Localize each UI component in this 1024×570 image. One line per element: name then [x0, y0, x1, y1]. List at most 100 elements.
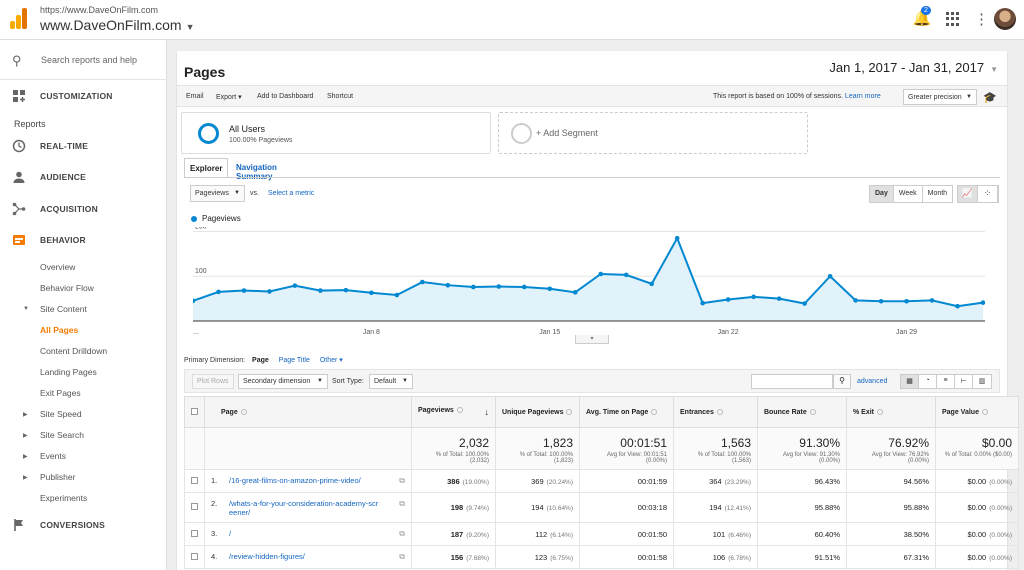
plot-rows-button[interactable]: Plot Rows — [192, 374, 234, 389]
data-table-icon[interactable]: ▦ — [901, 375, 919, 388]
line-chart-icon[interactable]: 📈 — [958, 186, 978, 202]
col-header-pageviews[interactable]: Pageviews ↓ — [411, 396, 496, 428]
more-menu-icon[interactable]: ⋮ — [974, 11, 989, 28]
precision-select[interactable]: Greater precision ▼ — [903, 89, 977, 105]
select-all-checkbox-cell[interactable] — [184, 396, 205, 428]
learn-more-link[interactable]: Learn more — [844, 93, 881, 100]
chart-resize-handle[interactable]: ▾ — [575, 335, 609, 344]
checkbox[interactable] — [191, 407, 198, 415]
page-link[interactable]: /16-great-films-on-amazon-prime-video/ — [229, 476, 361, 485]
help-icon[interactable] — [716, 408, 723, 415]
add-segment-button[interactable]: + Add Segment — [498, 112, 808, 154]
col-header-bounce-rate[interactable]: Bounce Rate — [757, 396, 847, 428]
notifications-bell-icon[interactable]: 🔔 2 — [912, 6, 932, 27]
add-to-dashboard-button[interactable]: Add to Dashboard — [257, 93, 314, 100]
search-input[interactable]: Search reports and help — [41, 55, 138, 65]
sidebar-item-acquisition[interactable]: ACQUISITION — [0, 197, 167, 221]
total-pageviews: 2,032 % of Total: 100.00% (2,032) — [411, 427, 496, 470]
sidebar-subitem-landing-pages[interactable]: Landing Pages — [40, 367, 97, 377]
comparison-icon[interactable]: ⊢ — [955, 375, 973, 388]
sidebar-item-customization[interactable]: CUSTOMIZATION — [0, 84, 167, 108]
sidebar-subitem-site-content[interactable]: Site Content — [40, 304, 87, 314]
help-icon[interactable] — [651, 408, 658, 415]
sidebar-item-conversions[interactable]: CONVERSIONS — [0, 513, 167, 537]
graduation-cap-icon[interactable]: 🎓 — [983, 92, 997, 104]
dimension-other[interactable]: Other ▾ — [319, 357, 343, 364]
help-icon[interactable] — [240, 408, 247, 415]
help-icon[interactable] — [456, 407, 463, 414]
sidebar-subitem-exit-pages[interactable]: Exit Pages — [40, 388, 81, 398]
sidebar-item-behavior[interactable]: BEHAVIOR — [0, 228, 167, 252]
x-tick-label: Jan 8 — [363, 329, 380, 336]
col-header-exit[interactable]: % Exit — [846, 396, 936, 428]
apps-grid-icon[interactable] — [946, 12, 960, 26]
cell-percent: (9.74%) — [466, 505, 489, 512]
sidebar-subitem-experiments[interactable]: Experiments — [40, 493, 88, 503]
data-point — [318, 288, 323, 293]
checkbox[interactable] — [191, 476, 198, 484]
sidebar-subitem-overview[interactable]: Overview — [40, 262, 76, 272]
tab-explorer[interactable]: Explorer — [184, 158, 229, 178]
date-range-picker[interactable]: Jan 1, 2017 - Jan 31, 2017 ▼ — [829, 60, 998, 75]
search-icon[interactable]: ⚲ — [833, 374, 851, 389]
dimension-page-title[interactable]: Page Title — [278, 357, 310, 364]
open-page-icon[interactable]: ⧉ — [399, 529, 405, 538]
page-link[interactable]: /review-hidden-figures/ — [229, 552, 305, 561]
col-header-entrances[interactable]: Entrances — [673, 396, 758, 428]
open-page-icon[interactable]: ⧉ — [399, 552, 405, 561]
chevron-down-icon: ▼ — [185, 22, 195, 32]
avatar[interactable] — [994, 8, 1016, 30]
week-button[interactable]: Week — [894, 186, 923, 202]
pageviews-chart[interactable]: 100 200... Jan 8 Jan 15 Jan 22 Jan 29 — [193, 227, 985, 345]
segment-all-users[interactable]: All Users 100.00% Pageviews — [181, 112, 491, 154]
sidebar-item-realtime[interactable]: REAL-TIME — [0, 134, 167, 158]
col-header-label: Unique Pageviews — [502, 408, 564, 416]
help-icon[interactable] — [809, 408, 816, 415]
open-page-icon[interactable]: ⧉ — [399, 476, 405, 485]
bar-chart-icon[interactable]: ≡ — [937, 375, 955, 388]
account-selector[interactable]: www.DaveOnFilm.com ▼ — [40, 17, 195, 33]
chevron-down-icon: ▼ — [990, 65, 998, 74]
shortcut-button[interactable]: Shortcut — [327, 93, 354, 100]
checkbox[interactable] — [191, 503, 198, 510]
open-page-icon[interactable]: ⧉ — [399, 498, 405, 508]
unique-pageviews-cell: 369 (20.24%) — [495, 469, 580, 493]
sidebar-subitem-site-search[interactable]: Site Search — [40, 430, 84, 440]
page-link[interactable]: /whats-a-for-your-consideration-academy-… — [229, 498, 379, 517]
month-button[interactable]: Month — [927, 190, 948, 197]
sidebar-subitem-all-pages[interactable]: All Pages — [40, 325, 79, 335]
motion-chart-icon[interactable]: ⁘ — [978, 186, 998, 202]
sidebar-search[interactable]: ⚲ Search reports and help — [0, 40, 167, 80]
help-icon[interactable] — [877, 408, 884, 415]
checkbox[interactable] — [191, 529, 198, 537]
advanced-filter-link[interactable]: advanced — [857, 378, 888, 385]
table-search-input[interactable] — [751, 374, 833, 389]
export-button[interactable]: Export ▾ — [216, 94, 242, 101]
metric-select[interactable]: Pageviews ▼ — [190, 185, 245, 202]
sidebar-subitem-content-drilldown[interactable]: Content Drilldown — [40, 346, 108, 356]
select-metric-link[interactable]: Select a metric — [268, 190, 315, 197]
checkbox[interactable] — [191, 552, 198, 560]
pie-chart-icon[interactable]: ◔ — [919, 375, 937, 388]
sidebar-item-audience[interactable]: AUDIENCE — [0, 165, 167, 189]
sort-type-select[interactable]: Default ▼ — [369, 374, 413, 389]
col-header-unique-pageviews[interactable]: Unique Pageviews — [495, 396, 580, 428]
help-icon[interactable] — [981, 408, 988, 415]
tab-navigation-summary[interactable]: Navigation Summary — [236, 163, 277, 181]
help-icon[interactable] — [566, 408, 573, 415]
day-button[interactable]: Day — [870, 186, 894, 202]
pivot-icon[interactable]: ▥ — [978, 378, 986, 385]
sidebar-subitem-behavior-flow[interactable]: Behavior Flow — [40, 283, 94, 293]
sidebar-subitem-site-speed[interactable]: Site Speed — [40, 409, 82, 419]
col-header-avg-time[interactable]: Avg. Time on Page — [579, 396, 674, 428]
analytics-logo-icon[interactable] — [10, 7, 28, 31]
sidebar-subitem-events[interactable]: Events — [40, 451, 66, 461]
exit-cell: 67.31% — [846, 545, 936, 569]
page-link[interactable]: / — [229, 529, 232, 538]
secondary-dimension-select[interactable]: Secondary dimension ▼ — [238, 374, 328, 389]
col-header-page-value[interactable]: Page Value — [935, 396, 1019, 428]
col-header-page[interactable]: Page — [204, 396, 412, 428]
dimension-page[interactable]: Page — [252, 357, 269, 364]
sidebar-subitem-publisher[interactable]: Publisher — [40, 472, 76, 482]
email-button[interactable]: Email — [186, 93, 204, 100]
